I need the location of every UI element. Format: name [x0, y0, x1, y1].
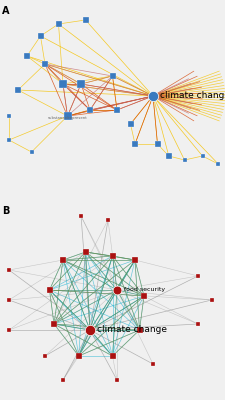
Point — [79, 81, 83, 87]
Point — [210, 297, 213, 303]
Point — [111, 253, 114, 259]
Point — [133, 257, 137, 263]
Point — [84, 249, 87, 255]
Point — [133, 141, 137, 147]
Point — [43, 61, 47, 67]
Point — [7, 297, 11, 303]
Point — [43, 353, 47, 359]
Point — [196, 321, 200, 327]
Text: A: A — [2, 6, 10, 16]
Point — [61, 377, 65, 383]
Point — [129, 121, 132, 127]
Point — [77, 353, 81, 359]
Point — [39, 33, 42, 39]
Point — [88, 327, 92, 333]
Point — [7, 267, 11, 273]
Point — [88, 107, 92, 113]
Point — [167, 153, 171, 159]
Point — [79, 213, 83, 219]
Point — [138, 327, 141, 333]
Point — [216, 161, 220, 167]
Point — [111, 73, 114, 79]
Text: substance/represent: substance/represent — [48, 116, 87, 120]
Point — [66, 113, 69, 119]
Point — [115, 287, 119, 293]
Point — [7, 137, 11, 143]
Point — [115, 377, 119, 383]
Text: food security: food security — [124, 288, 165, 292]
Point — [142, 293, 146, 299]
Point — [151, 361, 155, 367]
Point — [25, 53, 29, 59]
Point — [61, 81, 65, 87]
Text: B: B — [2, 206, 10, 216]
Point — [156, 141, 159, 147]
Text: climate change: climate change — [97, 326, 167, 334]
Point — [52, 321, 56, 327]
Point — [115, 107, 119, 113]
Point — [106, 217, 110, 223]
Point — [61, 257, 65, 263]
Point — [84, 17, 87, 23]
Point — [57, 21, 60, 27]
Point — [111, 353, 114, 359]
Point — [48, 287, 51, 293]
Point — [196, 273, 200, 279]
Point — [183, 157, 186, 163]
Text: climate change: climate change — [160, 92, 225, 100]
Point — [7, 113, 11, 119]
Point — [151, 93, 155, 99]
Point — [7, 327, 11, 333]
Point — [16, 87, 20, 93]
Point — [30, 149, 33, 155]
Point — [201, 153, 204, 159]
